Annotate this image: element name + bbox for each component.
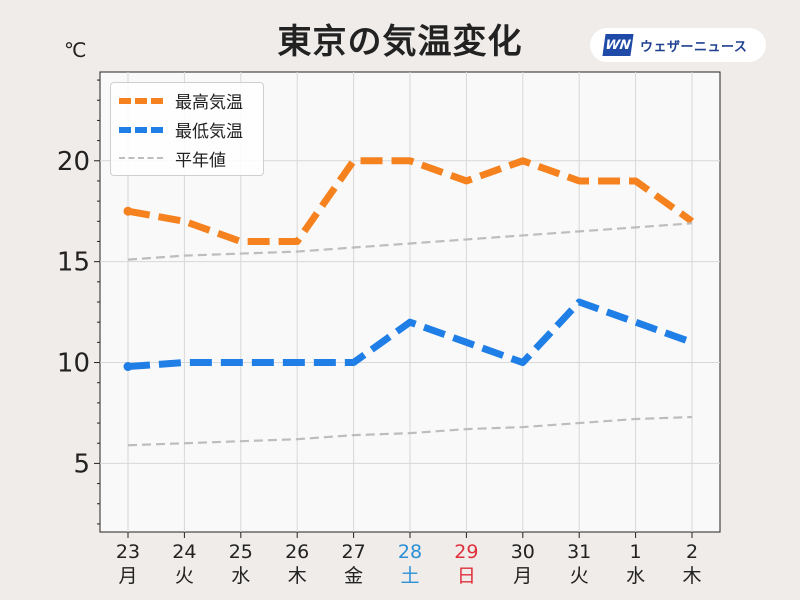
series-line-max-0 bbox=[127, 157, 695, 245]
legend-item-normal: 平年値 bbox=[111, 143, 263, 171]
legend-item-max: 最高気温 bbox=[111, 85, 263, 113]
weathernews-logo: WN ウェザーニュース bbox=[590, 28, 766, 62]
series-line-min-1 bbox=[127, 298, 694, 371]
legend-label-min: 最低気温 bbox=[175, 122, 243, 142]
x-tick-label-date: 25 bbox=[229, 541, 253, 563]
x-tick-label-date: 27 bbox=[342, 541, 366, 563]
legend-swatch-min bbox=[119, 127, 163, 133]
x-tick-label-date: 2 bbox=[686, 541, 698, 563]
chart-legend: 最高気温 最低気温 平年値 bbox=[110, 82, 264, 176]
x-tick-label-date: 24 bbox=[172, 541, 196, 563]
x-tick-label-date: 29 bbox=[454, 541, 478, 563]
series-line-normal-3 bbox=[127, 415, 693, 447]
x-tick-label-date: 23 bbox=[116, 541, 140, 563]
legend-label-normal: 平年値 bbox=[175, 151, 226, 171]
x-tick-label-weekday: 火 bbox=[570, 565, 589, 587]
weathernews-logo-text: ウェザーニュース bbox=[640, 39, 748, 55]
x-tick-label-weekday: 水 bbox=[231, 565, 250, 587]
x-tick-label-date: 26 bbox=[285, 541, 309, 563]
x-tick-label-weekday: 水 bbox=[626, 565, 645, 587]
legend-label-max: 最高気温 bbox=[175, 93, 243, 113]
chart-title: 東京の気温変化 bbox=[277, 22, 523, 62]
series-start-marker-min bbox=[123, 362, 133, 372]
x-tick-label-weekday: 木 bbox=[682, 565, 701, 587]
x-tick-label-weekday: 月 bbox=[118, 565, 137, 587]
series-line-normal-2 bbox=[127, 222, 693, 261]
x-tick-label-weekday: 木 bbox=[288, 565, 307, 587]
legend-swatch-max bbox=[119, 98, 163, 104]
x-tick-label-weekday: 火 bbox=[175, 565, 194, 587]
x-tick-label-weekday: 土 bbox=[400, 565, 419, 587]
x-tick-label-weekday: 金 bbox=[344, 565, 363, 587]
x-tick-label-date: 30 bbox=[511, 541, 535, 563]
x-tick-label-date: 31 bbox=[567, 541, 591, 563]
series-start-marker-max bbox=[123, 206, 133, 216]
x-tick-label-date: 1 bbox=[630, 541, 642, 563]
y-tick-label: 5 bbox=[73, 449, 90, 479]
y-tick-label: 15 bbox=[57, 248, 90, 278]
x-tick-label-weekday: 日 bbox=[457, 565, 476, 587]
legend-swatch-normal bbox=[119, 157, 163, 159]
y-tick-label: 10 bbox=[57, 349, 90, 379]
x-tick-label-weekday: 月 bbox=[513, 565, 532, 587]
legend-item-min: 最低気温 bbox=[111, 114, 263, 142]
x-tick-label-date: 28 bbox=[398, 541, 422, 563]
y-axis-unit: ℃ bbox=[64, 38, 87, 62]
y-tick-label: 20 bbox=[57, 147, 90, 177]
